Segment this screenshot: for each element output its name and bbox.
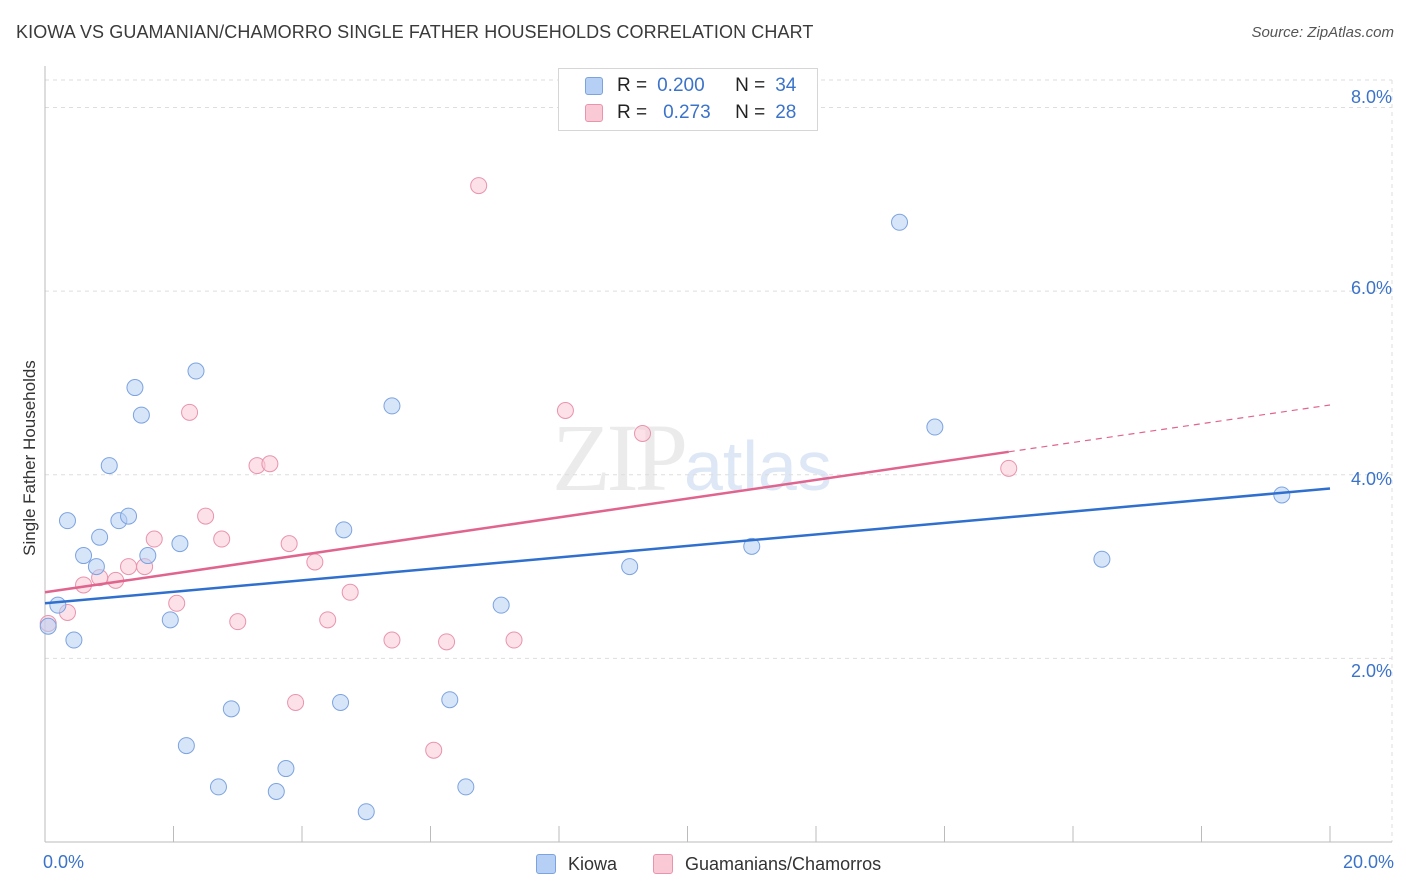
legend-r-value: 0.273 bbox=[663, 102, 711, 123]
kiowa-point-16 bbox=[187, 362, 205, 380]
kiowa-point-19 bbox=[267, 783, 285, 801]
guam-point-15 bbox=[280, 535, 298, 553]
guam-point-21 bbox=[425, 741, 443, 759]
guam-trend-line bbox=[44, 450, 1009, 594]
guam-point-7 bbox=[145, 530, 163, 548]
kiowa-trend-line bbox=[44, 487, 1331, 605]
kiowa-legend-swatch bbox=[536, 854, 556, 874]
kiowa-point-12 bbox=[139, 547, 157, 565]
guam-point-12 bbox=[229, 613, 247, 631]
guam-legend-swatch bbox=[653, 854, 673, 874]
gridlines bbox=[45, 79, 1393, 842]
kiowa-point-7 bbox=[100, 457, 118, 475]
guam-point-9 bbox=[181, 403, 199, 421]
kiowa-point-25 bbox=[441, 691, 459, 709]
legend-r-value: 0.200 bbox=[657, 75, 705, 96]
legend-r-label: R = bbox=[617, 102, 648, 123]
guam-point-24 bbox=[505, 631, 523, 649]
guam-point-8 bbox=[168, 594, 186, 612]
kiowa-point-20 bbox=[277, 760, 295, 778]
guam-point-18 bbox=[319, 611, 337, 629]
kiowa-point-2 bbox=[58, 512, 76, 530]
y-tick-label-6: 6.0% bbox=[1350, 278, 1392, 298]
guam-point-23 bbox=[470, 177, 488, 195]
kiowa-point-24 bbox=[383, 397, 401, 415]
guam-point-17 bbox=[306, 553, 324, 571]
kiowa-point-13 bbox=[161, 611, 179, 629]
kiowa-point-18 bbox=[222, 700, 240, 718]
guam-trend-extension bbox=[1008, 404, 1331, 453]
trend-lines bbox=[44, 404, 1331, 605]
legend-n-value: 28 bbox=[775, 102, 797, 123]
y-tick-label-8: 8.0% bbox=[1350, 87, 1392, 107]
guam-point-16 bbox=[287, 693, 305, 711]
legend-n-value: 34 bbox=[775, 75, 797, 96]
kiowa-point-30 bbox=[891, 213, 909, 231]
kiowa-legend-label: Kiowa bbox=[568, 853, 618, 874]
guam-point-19 bbox=[341, 583, 359, 601]
source-note: Source: ZipAtlas.com bbox=[1251, 24, 1394, 41]
bottom-legend-guam: Guamanians/Chamorros bbox=[653, 851, 881, 877]
guam-legend-label: Guamanians/Chamorros bbox=[685, 853, 882, 874]
guam-point-5 bbox=[120, 558, 138, 576]
y-tick-label-2: 2.0% bbox=[1350, 661, 1392, 681]
kiowa-point-9 bbox=[120, 507, 138, 525]
kiowa-point-10 bbox=[126, 379, 144, 397]
kiowa-point-31 bbox=[926, 418, 944, 436]
chart-title: KIOWA VS GUAMANIAN/CHAMORRO SINGLE FATHE… bbox=[16, 22, 814, 42]
watermark-zip: ZIP bbox=[552, 404, 688, 511]
kiowa-point-33 bbox=[1273, 486, 1291, 504]
legend-n-label: N = bbox=[735, 75, 766, 96]
kiowa-points bbox=[39, 213, 1291, 821]
legend-row-guam: R = 0.273 N = 28 bbox=[585, 101, 796, 125]
kiowa-point-4 bbox=[75, 547, 93, 565]
guam-point-14 bbox=[261, 455, 279, 473]
legend-n-label: N = bbox=[735, 102, 766, 123]
kiowa-point-27 bbox=[492, 596, 510, 614]
kiowa-point-32 bbox=[1093, 550, 1111, 568]
kiowa-swatch bbox=[585, 77, 603, 95]
kiowa-point-28 bbox=[621, 558, 639, 576]
x-tick-label-min: 0.0% bbox=[43, 852, 85, 872]
bottom-legend-kiowa: Kiowa bbox=[536, 851, 617, 877]
watermark-atlas: atlas bbox=[684, 427, 832, 505]
watermark: ZIPatlas bbox=[552, 402, 832, 513]
kiowa-point-15 bbox=[177, 737, 195, 755]
kiowa-point-1 bbox=[49, 596, 67, 614]
kiowa-point-0 bbox=[39, 617, 57, 635]
legend-r-label: R = bbox=[617, 75, 648, 96]
guam-point-25 bbox=[556, 402, 574, 420]
kiowa-point-22 bbox=[335, 521, 353, 539]
guam-point-26 bbox=[634, 424, 652, 442]
guam-point-10 bbox=[197, 507, 215, 525]
kiowa-point-14 bbox=[171, 535, 189, 553]
kiowa-point-5 bbox=[87, 558, 105, 576]
x-tick-label-max: 20.0% bbox=[1342, 852, 1394, 872]
guam-point-27 bbox=[1000, 459, 1018, 477]
kiowa-point-29 bbox=[743, 537, 761, 555]
kiowa-point-17 bbox=[209, 778, 227, 796]
axes bbox=[44, 66, 1392, 843]
y-tick-label-4: 4.0% bbox=[1350, 469, 1392, 489]
kiowa-point-6 bbox=[91, 528, 109, 546]
kiowa-point-21 bbox=[332, 693, 350, 711]
guam-point-11 bbox=[213, 530, 231, 548]
legend-row-kiowa: R = 0.200 N = 34 bbox=[585, 74, 796, 98]
kiowa-point-3 bbox=[65, 631, 83, 649]
stats-legend: R = 0.200 N = 34 R = 0.273 N = 28 bbox=[558, 68, 818, 131]
kiowa-point-11 bbox=[132, 406, 150, 424]
kiowa-point-26 bbox=[457, 778, 475, 796]
guam-point-20 bbox=[383, 631, 401, 649]
kiowa-point-23 bbox=[357, 803, 375, 821]
guam-point-22 bbox=[438, 633, 456, 651]
guam-swatch bbox=[585, 104, 603, 122]
guam-points bbox=[39, 177, 1018, 759]
